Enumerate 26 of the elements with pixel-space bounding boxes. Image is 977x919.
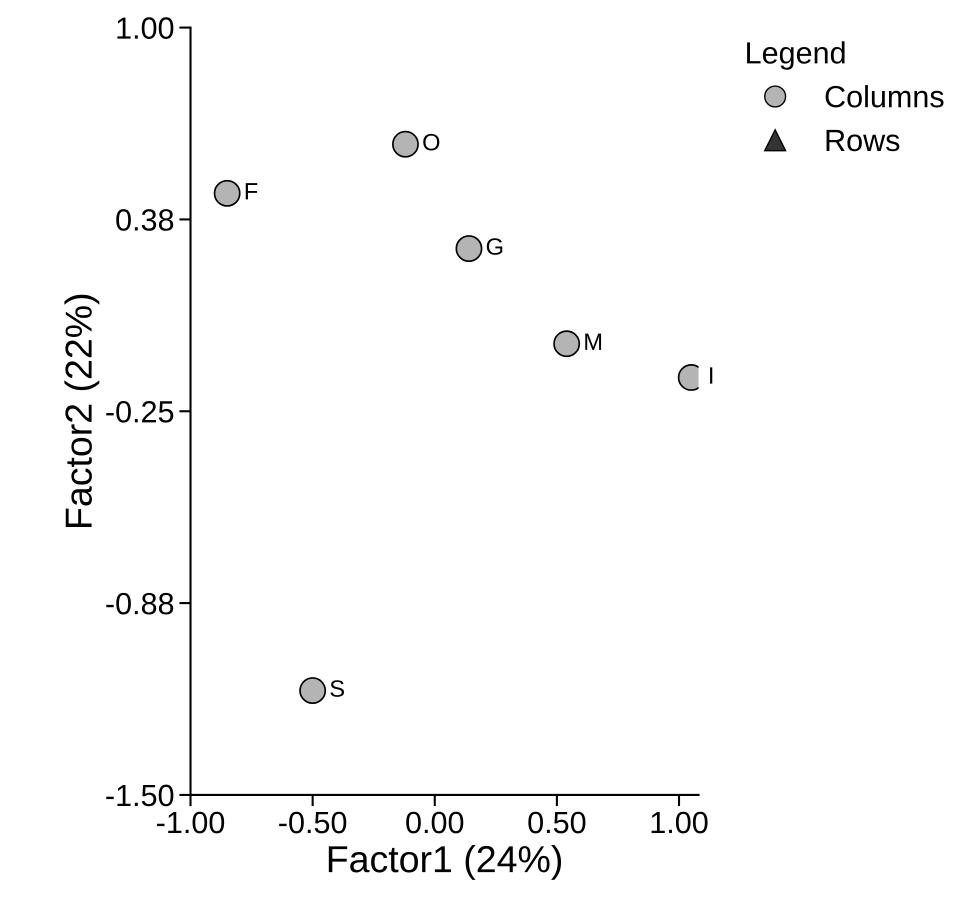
y-tick-label: -0.25 <box>106 400 174 423</box>
annotation: M <box>585 334 602 350</box>
x-tick-label: 0.00 <box>406 812 464 834</box>
annotation: I <box>710 367 712 384</box>
annotation: S <box>330 680 344 697</box>
x-tick-label: 1.00 <box>652 812 708 834</box>
point <box>456 235 482 262</box>
legend-title: Legend <box>747 41 845 70</box>
y-tick-label: -0.88 <box>106 592 174 614</box>
annotation: O <box>423 134 440 151</box>
legend-label: Rows <box>826 130 900 152</box>
point <box>553 330 580 358</box>
y-tick-label: -1.50 <box>106 784 174 806</box>
x-tick-label: -0.50 <box>279 812 346 834</box>
x-axis-title: Factor1 (24%) <box>328 844 562 880</box>
legend-label: Columns <box>826 85 944 108</box>
point <box>299 677 326 704</box>
point <box>214 180 241 207</box>
point <box>392 130 419 158</box>
y-axis-title: Factor2 (22%) <box>64 294 100 527</box>
x-tick-label: -1.00 <box>157 812 224 834</box>
x-tick-label: 0.50 <box>528 812 586 834</box>
annotation: G <box>486 238 502 255</box>
y-tick-label: 1.00 <box>117 17 174 39</box>
y-tick-label: 0.38 <box>116 209 174 231</box>
annotation: F <box>246 183 258 200</box>
